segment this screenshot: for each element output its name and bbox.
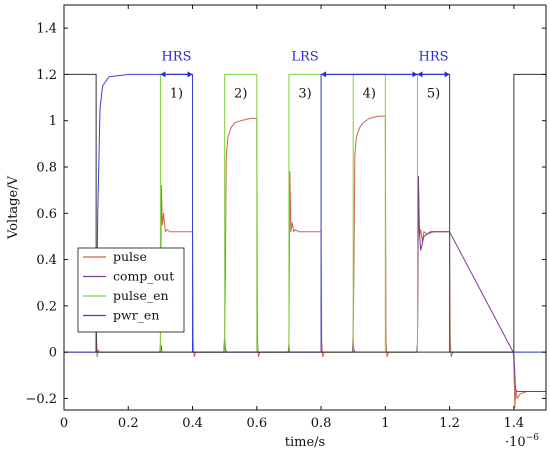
annotation-label: LRS <box>291 50 318 65</box>
plot-frame <box>63 4 547 411</box>
annotation-label: 3) <box>298 87 311 102</box>
legend-label-pulse-en: pulse_en <box>113 288 169 303</box>
arrow-head-left <box>160 71 166 78</box>
y-tick-label: 1.4 <box>36 22 57 37</box>
legend-label-pulse: pulse <box>113 249 147 264</box>
legend: pulse comp_out pulse_en pwr_en <box>77 247 185 333</box>
x-tick-label: 0.8 <box>311 416 332 431</box>
y-tick-label: 1.2 <box>36 68 57 83</box>
y-tick-label: 0.8 <box>36 161 57 176</box>
arrow-head-right <box>444 71 450 78</box>
legend-label-comp-out: comp_out <box>113 269 174 284</box>
legend-box <box>77 247 185 333</box>
x-tick-label: 0 <box>60 416 68 431</box>
x-tick-label: 1.2 <box>439 416 460 431</box>
series-line-pulse <box>64 115 546 409</box>
annotation-label: 2) <box>234 87 247 102</box>
annotation-label: HRS <box>419 50 449 65</box>
arrow-head-left <box>321 71 327 78</box>
x-tick-label: 1.4 <box>504 416 525 431</box>
y-tick-label: 0.2 <box>36 299 57 314</box>
annotation-label: 5) <box>427 87 440 102</box>
annotation-label: HRS <box>161 50 191 65</box>
arrow-head-right <box>187 71 193 78</box>
x-tick-label: 0.4 <box>182 416 203 431</box>
x-axis-exponent: ·10−6 <box>505 433 539 450</box>
series-layer <box>64 73 546 409</box>
y-tick-label: 1 <box>49 114 57 129</box>
annotation-label: 1) <box>170 87 183 102</box>
x-tick-label: 1 <box>381 416 389 431</box>
x-tick-label: 0.2 <box>118 416 139 431</box>
x-exponent-base: ·10 <box>505 435 526 450</box>
y-tick-label: 0.6 <box>36 207 57 222</box>
series-line-reference <box>64 73 546 353</box>
y-tick-label: 0.4 <box>36 253 57 268</box>
y-tick-label: −0.2 <box>25 392 57 407</box>
arrow-head-right <box>412 71 418 78</box>
annotation-label: 4) <box>363 87 376 102</box>
x-axis-label: time/s <box>285 435 325 450</box>
y-tick-label: 0 <box>49 346 57 361</box>
y-axis-label: Voltage/V <box>6 175 21 240</box>
legend-label-pwr-en: pwr_en <box>113 308 159 323</box>
x-tick-label: 0.6 <box>246 416 267 431</box>
annotation-layer: HRS LRS HRS 1) 2) 3) 4) 5) <box>160 50 450 102</box>
ticks-layer: 0 0.2 0.4 0.6 0.8 1 1.2 1.4−0.200.20.40.60.811.… <box>25 5 546 431</box>
x-exponent-power: −6 <box>526 433 540 443</box>
arrow-head-left <box>417 71 423 78</box>
